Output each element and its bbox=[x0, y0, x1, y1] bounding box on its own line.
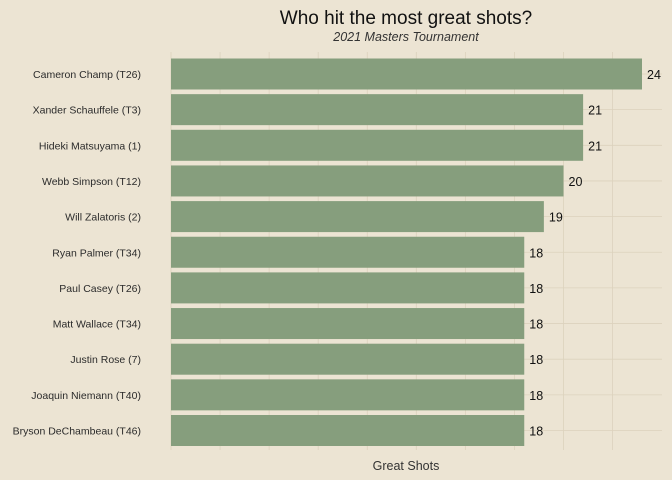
y-tick-labels: Cameron Champ (T26) Xander Schauffele (T3… bbox=[13, 69, 141, 438]
y-tick-label: Justin Rose (7) bbox=[70, 354, 141, 366]
data-label: 18 bbox=[529, 353, 543, 367]
data-label: 21 bbox=[588, 139, 602, 153]
bar bbox=[171, 201, 544, 233]
x-axis-label: Great Shots bbox=[373, 459, 440, 473]
bar bbox=[171, 94, 584, 126]
bar bbox=[171, 129, 584, 161]
data-label: 24 bbox=[647, 68, 661, 82]
y-tick-label: Will Zalatoris (2) bbox=[65, 212, 141, 224]
bars bbox=[171, 58, 642, 446]
data-labels: 24 21 21 20 19 18 18 18 18 18 18 bbox=[529, 68, 661, 439]
data-label: 18 bbox=[529, 425, 543, 439]
y-tick-label: Cameron Champ (T26) bbox=[33, 69, 141, 81]
data-label: 19 bbox=[549, 211, 563, 225]
data-label: 18 bbox=[529, 389, 543, 403]
bar bbox=[171, 58, 642, 90]
data-label: 18 bbox=[529, 318, 543, 332]
y-tick-label: Paul Casey (T26) bbox=[59, 283, 141, 295]
y-tick-label: Joaquin Niemann (T40) bbox=[31, 390, 141, 402]
data-label: 21 bbox=[588, 104, 602, 118]
chart-title: Who hit the most great shots? bbox=[280, 8, 532, 29]
chart-subtitle: 2021 Masters Tournament bbox=[332, 30, 479, 44]
data-label: 20 bbox=[569, 175, 583, 189]
y-tick-label: Bryson DeChambeau (T46) bbox=[13, 426, 141, 438]
y-tick-label: Matt Wallace (T34) bbox=[53, 319, 141, 331]
y-tick-label: Ryan Palmer (T34) bbox=[52, 247, 141, 259]
bar bbox=[171, 415, 525, 446]
bar bbox=[171, 308, 525, 340]
data-label: 18 bbox=[529, 282, 543, 296]
y-tick-label: Webb Simpson (T12) bbox=[42, 176, 141, 188]
bar bbox=[171, 165, 564, 197]
data-label: 18 bbox=[529, 246, 543, 260]
bar bbox=[171, 379, 525, 411]
bar bbox=[171, 272, 525, 304]
y-tick-label: Xander Schauffele (T3) bbox=[33, 105, 141, 117]
bar bbox=[171, 343, 525, 375]
bar bbox=[171, 236, 525, 268]
y-tick-label: Hideki Matsuyama (1) bbox=[39, 140, 141, 152]
